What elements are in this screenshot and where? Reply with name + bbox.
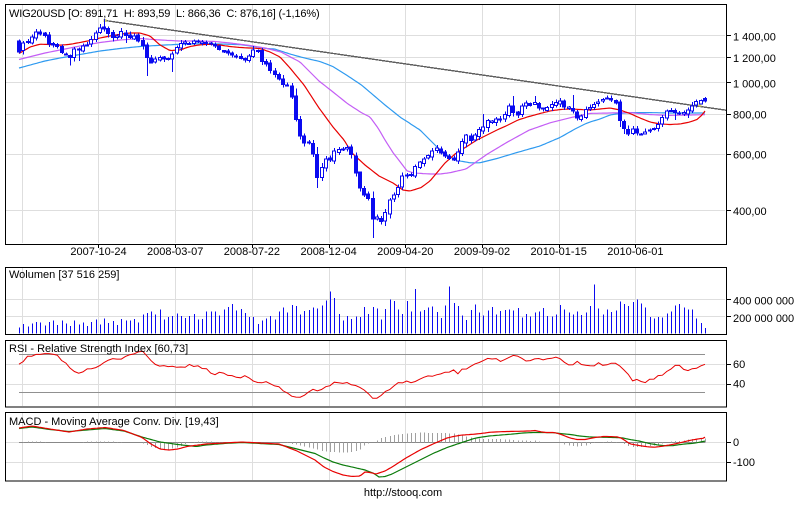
svg-text:RSI - Relative Strength Index: RSI - Relative Strength Index [60,73] — [9, 343, 188, 355]
svg-text:2008-07-22: 2008-07-22 — [224, 246, 280, 258]
svg-text:2008-03-07: 2008-03-07 — [147, 246, 203, 258]
svg-text:200 000 000: 200 000 000 — [733, 313, 794, 325]
svg-text:40: 40 — [733, 379, 745, 391]
svg-text:2010-01-15: 2010-01-15 — [531, 246, 587, 258]
svg-text:1 400,00: 1 400,00 — [733, 31, 776, 43]
svg-text:MACD - Moving Average Conv. Di: MACD - Moving Average Conv. Div. [19,43] — [9, 416, 219, 428]
svg-text:2008-12-04: 2008-12-04 — [300, 246, 356, 258]
svg-text:60: 60 — [733, 359, 745, 371]
svg-text:http://stooq.com: http://stooq.com — [364, 487, 442, 499]
svg-text:600,00: 600,00 — [733, 150, 767, 162]
svg-text:1 200,00: 1 200,00 — [733, 53, 776, 65]
svg-text:800,00: 800,00 — [733, 110, 767, 122]
svg-text:2007-10-24: 2007-10-24 — [70, 246, 126, 258]
svg-text:0: 0 — [733, 437, 739, 449]
svg-text:2010-06-01: 2010-06-01 — [607, 246, 663, 258]
svg-text:400,00: 400,00 — [733, 206, 767, 218]
svg-text:400 000 000: 400 000 000 — [733, 295, 794, 307]
svg-text:2009-04-20: 2009-04-20 — [377, 246, 433, 258]
svg-text:2009-09-02: 2009-09-02 — [454, 246, 510, 258]
svg-text:1 000,00: 1 000,00 — [733, 78, 776, 90]
svg-text:-100: -100 — [733, 457, 755, 469]
svg-text:Wolumen [37 516 259]: Wolumen [37 516 259] — [9, 269, 119, 281]
svg-text:WIG20USD [O: 891,71 H: 893,59: WIG20USD [O: 891,71 H: 893,59 L: 866,36 … — [9, 8, 320, 20]
